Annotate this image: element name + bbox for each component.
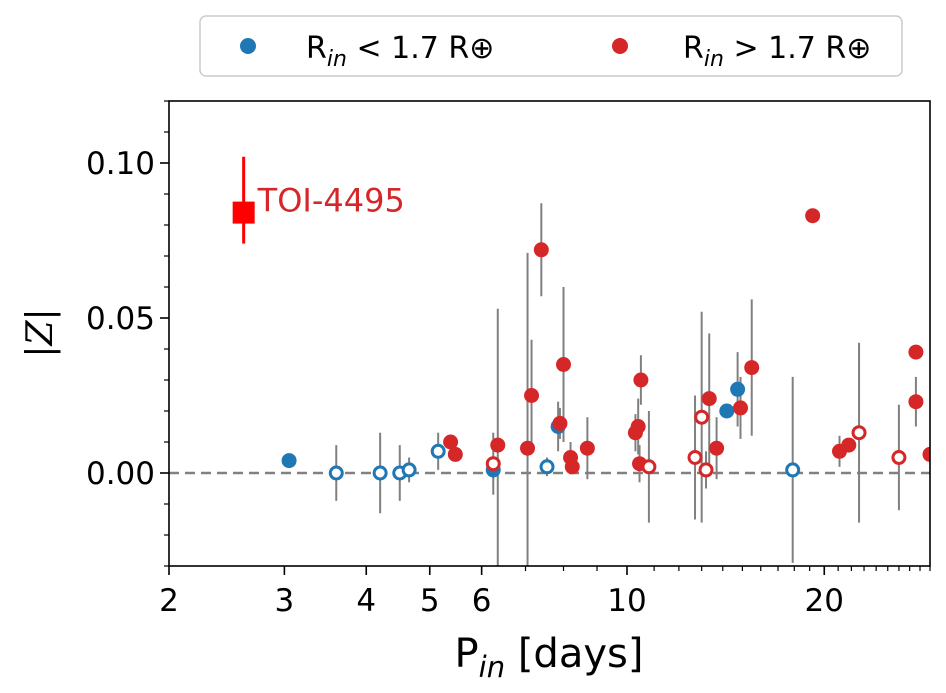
- legend-label-small: Rin < 1.7 R⊕: [306, 31, 494, 72]
- point-large-30: [908, 394, 924, 410]
- point-open-small-2: [372, 465, 388, 481]
- toi-4495-square: [232, 201, 255, 224]
- x-tick-label-3: 3: [275, 583, 295, 619]
- point-large-7: [552, 415, 568, 431]
- point-large-13: [630, 419, 646, 434]
- point-large-1: [447, 446, 463, 462]
- point-large-0: [443, 434, 459, 450]
- point-large-22: [732, 400, 748, 416]
- point-small-10: [730, 381, 746, 397]
- point-open-large-19: [698, 462, 714, 478]
- point-large-20: [701, 391, 717, 407]
- point-large-26: [841, 437, 857, 453]
- point-open-small-4: [401, 462, 417, 478]
- x-axis: 2 3 4 5 6 10 20: [159, 566, 931, 619]
- plot-area: [169, 101, 930, 566]
- point-small-0: [281, 453, 297, 469]
- point-open-large-18: [694, 409, 710, 425]
- point-small-9: [719, 403, 735, 419]
- plot-frame: [168, 100, 931, 567]
- point-large-5: [524, 388, 540, 403]
- legend: Rin < 1.7 R⊕ Rin > 1.7 R⊕: [199, 15, 903, 77]
- x-tick-label-20: 20: [805, 583, 844, 619]
- x-tick-label-4: 4: [356, 583, 376, 619]
- legend-frame: [199, 15, 903, 77]
- point-large-11: [579, 440, 595, 456]
- point-open-large-2: [485, 456, 501, 472]
- point-large-31: [922, 446, 930, 462]
- point-large-21: [709, 440, 725, 456]
- point-open-small-1: [328, 465, 344, 481]
- point-large-23: [744, 360, 760, 376]
- point-large-29: [908, 344, 924, 360]
- x-tick-label-5: 5: [420, 583, 440, 619]
- point-open-large-27: [851, 425, 867, 441]
- x-tick-label-10: 10: [607, 583, 646, 619]
- point-large-3: [490, 437, 506, 453]
- y-tick-label-2: 0.10: [86, 146, 155, 182]
- y-axis-label: |Z|: [20, 308, 61, 357]
- point-open-small-7: [539, 459, 555, 475]
- legend-marker-small: [240, 38, 256, 54]
- point-open-small-5: [430, 443, 446, 459]
- x-tick-label-2: 2: [159, 583, 179, 619]
- toi-4495-marker: [232, 156, 255, 244]
- legend-label-large: Rin > 1.7 R⊕: [683, 31, 871, 72]
- y-tick-label-0: 0.00: [86, 456, 155, 492]
- y-tick-label-1: 0.05: [86, 301, 155, 337]
- point-open-small-11: [785, 462, 801, 478]
- point-large-10: [564, 459, 580, 475]
- point-large-6: [533, 242, 549, 258]
- x-tick-label-6: 6: [472, 583, 492, 619]
- point-large-24: [805, 208, 821, 224]
- legend-marker-large: [612, 38, 628, 54]
- data-points: [281, 208, 930, 481]
- x-axis-label: Pin [days]: [455, 631, 644, 684]
- point-open-large-28: [891, 450, 907, 465]
- point-large-4: [520, 440, 536, 456]
- point-open-large-17: [687, 450, 703, 465]
- point-open-large-16: [641, 459, 657, 475]
- point-large-8: [556, 357, 572, 372]
- toi-4495-label: TOI-4495: [257, 182, 405, 220]
- point-large-15: [633, 372, 649, 388]
- y-axis: 0.00 0.05 0.10: [86, 100, 169, 567]
